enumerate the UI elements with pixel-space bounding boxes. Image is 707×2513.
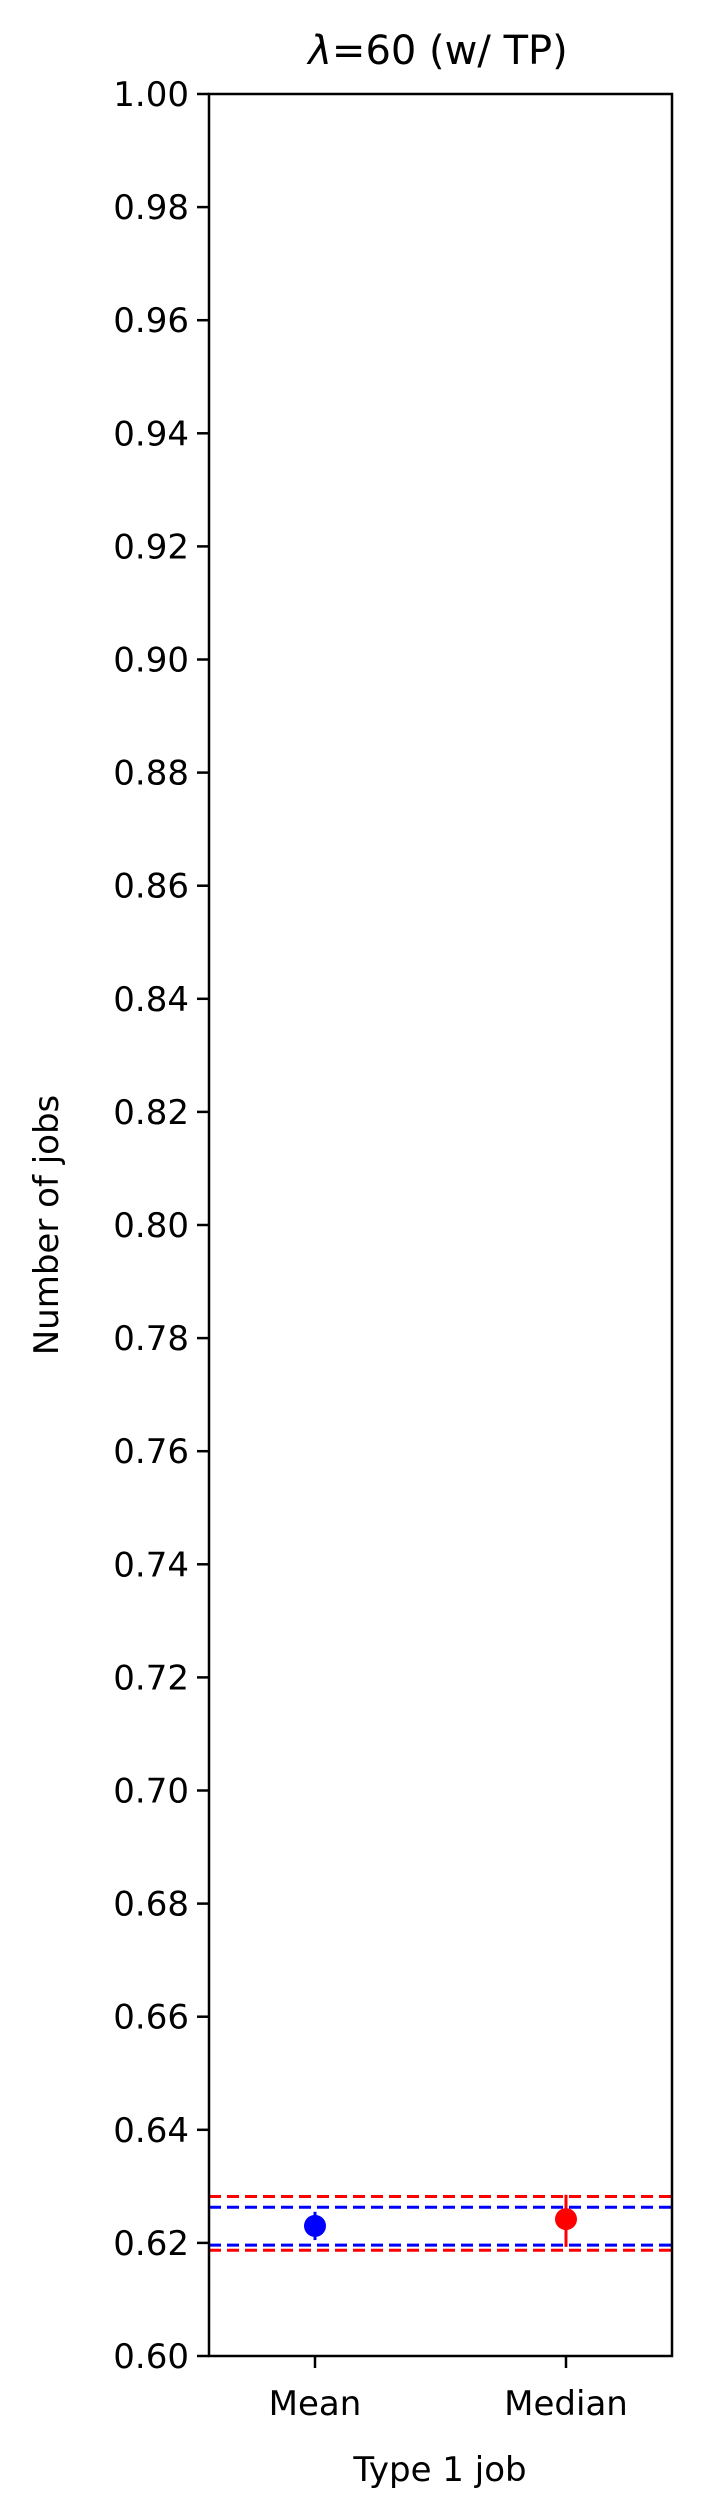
y-tick-label: 0.96 bbox=[113, 301, 189, 341]
y-tick-label: 0.74 bbox=[113, 1545, 189, 1585]
y-tick-label: 0.68 bbox=[113, 1885, 189, 1925]
y-tick-label: 0.76 bbox=[113, 1432, 189, 1472]
y-axis-ticks: 0.60 0.62 0.64 0.66 0.68 0.70 0.72 0.74 0.76 0.78… bbox=[113, 75, 209, 2377]
y-tick-label: 0.60 bbox=[113, 2337, 189, 2377]
y-tick-label: 0.62 bbox=[113, 2224, 189, 2264]
y-tick-label: 1.00 bbox=[113, 75, 189, 115]
y-tick-label: 0.66 bbox=[113, 1998, 189, 2038]
y-tick-label: 0.94 bbox=[113, 414, 189, 454]
data-point-median bbox=[555, 2208, 577, 2231]
y-tick-label: 0.80 bbox=[113, 1206, 189, 1246]
y-tick-label: 0.84 bbox=[113, 980, 189, 1020]
y-axis-label: Number of jobs bbox=[27, 1095, 67, 1356]
y-tick-label: 0.86 bbox=[113, 867, 189, 907]
y-tick-label: 0.82 bbox=[113, 1093, 189, 1133]
chart-title-symbol: λ bbox=[306, 28, 332, 74]
y-tick-label: 0.72 bbox=[113, 1658, 189, 1698]
x-axis-label: Type 1 job bbox=[352, 2450, 526, 2490]
x-tick-label: Mean bbox=[269, 2384, 362, 2424]
y-tick-label: 0.98 bbox=[113, 188, 189, 228]
y-tick-label: 0.92 bbox=[113, 527, 189, 567]
data-point-mean bbox=[304, 2214, 326, 2237]
y-tick-label: 0.70 bbox=[113, 1772, 189, 1812]
plot-marks bbox=[209, 2194, 672, 2252]
y-tick-label: 0.90 bbox=[113, 641, 189, 681]
plot-frame bbox=[207, 92, 674, 2358]
y-tick-label: 0.64 bbox=[113, 2111, 189, 2151]
y-tick-label: 0.88 bbox=[113, 754, 189, 794]
chart-title: λ=60 (w/ TP) bbox=[306, 28, 567, 74]
y-tick-label: 0.78 bbox=[113, 1319, 189, 1359]
x-axis-ticks: Mean Median bbox=[269, 2356, 628, 2424]
x-tick-label: Median bbox=[504, 2384, 628, 2424]
chart-title-rest: =60 (w/ TP) bbox=[332, 28, 568, 74]
